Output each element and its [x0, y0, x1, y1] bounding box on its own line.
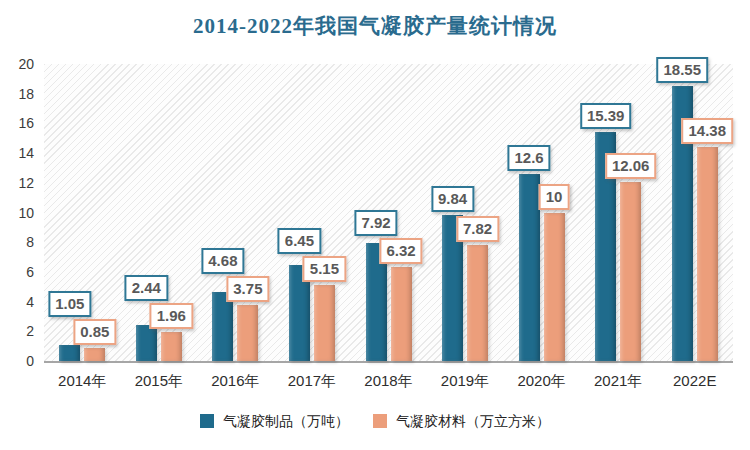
legend-label-products: 气凝胶制品（万吨） — [223, 412, 349, 430]
bar-series1-2020年 — [544, 213, 565, 362]
data-label-series1-2020年: 10 — [539, 184, 570, 210]
y-axis-tick-label: 6 — [0, 263, 34, 281]
x-axis-category-label: 2019年 — [427, 371, 504, 391]
data-label-series0-2014年: 1.05 — [48, 291, 91, 317]
y-axis-tick-label: 2 — [0, 322, 34, 340]
y-axis-tick-label: 20 — [0, 55, 34, 73]
data-label-series1-2016年: 3.75 — [226, 276, 269, 302]
data-label-series0-2019年: 9.84 — [431, 186, 474, 212]
bar-series1-2016年 — [237, 305, 258, 361]
x-axis-category-label: 2022E — [656, 371, 733, 391]
data-label-series1-2019年: 7.82 — [456, 216, 499, 242]
bar-series1-2019年 — [467, 245, 488, 361]
y-axis-tick-label: 14 — [0, 144, 34, 162]
x-axis-category-label: 2015年 — [121, 371, 198, 391]
data-label-series1-2021年: 12.06 — [605, 153, 657, 179]
bar-series0-2020年 — [519, 174, 540, 361]
bar-series1-2018年 — [391, 267, 412, 361]
y-axis-tick-label: 18 — [0, 85, 34, 103]
bar-series1-2014年 — [84, 348, 105, 361]
x-axis-category-label: 2014年 — [44, 371, 121, 391]
legend-item-materials: 气凝胶材料（万立方米） — [373, 412, 550, 430]
data-label-series0-2016年: 4.68 — [201, 248, 244, 274]
data-label-series1-2014年: 0.85 — [73, 319, 116, 345]
legend-swatch-materials — [373, 414, 387, 428]
data-label-series0-2020年: 12.6 — [508, 145, 551, 171]
plot-area: 1.050.85 2.441.96 4.683.75 6.455.15 7.926.32… — [44, 64, 733, 363]
bar-series1-2022E — [697, 147, 718, 361]
legend-item-products: 气凝胶制品（万吨） — [200, 412, 349, 430]
bar-series1-2015年 — [161, 332, 182, 361]
data-label-series0-2022E: 18.55 — [656, 57, 708, 83]
data-label-series0-2015年: 2.44 — [125, 275, 168, 301]
y-axis-tick-label: 0 — [0, 352, 34, 370]
bar-series1-2021年 — [620, 182, 641, 361]
data-label-series1-2015年: 1.96 — [150, 303, 193, 329]
data-label-series0-2017年: 6.45 — [278, 228, 321, 254]
data-label-series1-2022E: 14.38 — [681, 118, 733, 144]
bar-series0-2014年 — [59, 345, 80, 361]
bar-series1-2017年 — [314, 285, 335, 361]
data-label-series0-2018年: 7.92 — [354, 210, 397, 236]
y-axis-tick-label: 16 — [0, 114, 34, 132]
y-axis-tick-label: 4 — [0, 293, 34, 311]
legend: 气凝胶制品（万吨） 气凝胶材料（万立方米） — [0, 408, 750, 434]
x-axis-category-label: 2020年 — [503, 371, 580, 391]
x-axis-category-label: 2016年 — [197, 371, 274, 391]
data-label-series1-2017年: 5.15 — [303, 256, 346, 282]
chart-canvas: 2014-2022年我国气凝胶产量统计情况 1.050.85 2.441.96 4.… — [0, 0, 750, 450]
y-axis-tick-label: 8 — [0, 233, 34, 251]
chart-title: 2014-2022年我国气凝胶产量统计情况 — [0, 12, 750, 40]
legend-label-materials: 气凝胶材料（万立方米） — [396, 412, 550, 430]
x-axis-category-label: 2021年 — [580, 371, 657, 391]
data-label-series1-2018年: 6.32 — [379, 238, 422, 264]
x-axis-category-label: 2017年 — [274, 371, 351, 391]
y-axis-tick-label: 12 — [0, 174, 34, 192]
data-label-series0-2021年: 15.39 — [580, 103, 632, 129]
legend-swatch-products — [200, 414, 214, 428]
y-axis-tick-label: 10 — [0, 204, 34, 222]
bar-series0-2015年 — [136, 325, 157, 361]
x-axis-category-label: 2018年 — [350, 371, 427, 391]
